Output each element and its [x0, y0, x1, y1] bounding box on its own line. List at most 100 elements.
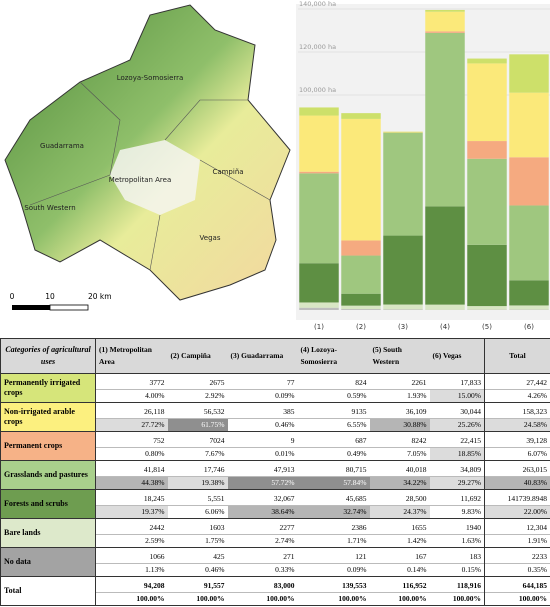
- cell-value: 1655: [411, 523, 427, 532]
- cell-percent: 24.37%: [369, 505, 430, 519]
- cell-value: 139,553: [342, 581, 367, 590]
- bar-segment: [509, 305, 549, 310]
- row-label: Non-irrigated arable crops: [0, 402, 96, 432]
- cell-value: 2233: [484, 547, 550, 564]
- bar-segment: [425, 11, 465, 32]
- header-row: Categories of agricultural uses (1) Metro…: [0, 338, 550, 374]
- cell-percent: 1.75%: [167, 534, 228, 548]
- cell-value: 39,128: [484, 431, 550, 448]
- cell-percent: 0.46%: [227, 418, 298, 432]
- map-label: South Western: [24, 204, 75, 212]
- cell-value: 8242: [411, 436, 427, 445]
- cell-value: 158,323: [484, 402, 550, 419]
- map-label: Campiña: [212, 168, 243, 176]
- cell-percent: 29.27%: [429, 476, 485, 490]
- percent-row: 0.80% 7.67% 0.01% 0.49% 7.05% 18.85% 6.07%: [1, 447, 550, 461]
- cell-value: 9: [290, 436, 295, 445]
- cell-value: 121: [355, 552, 367, 561]
- cell-value: 45,685: [345, 494, 367, 503]
- x-tick-label: (3): [398, 323, 408, 331]
- cell-value: 83,000: [273, 581, 295, 590]
- cell-percent: 19.38%: [167, 476, 228, 490]
- data-table: Categories of agricultural uses (1) Metro…: [0, 338, 550, 606]
- value-row: Bare lands 2442 1603 2277 2386 1655 1940 12,304: [0, 518, 550, 548]
- cell-value: 2277: [279, 523, 295, 532]
- bar-segment: [383, 309, 423, 310]
- cell-value: 141739.8948: [484, 489, 550, 506]
- cell-percent: 1.42%: [369, 534, 430, 548]
- x-tick-label: (4): [440, 323, 450, 331]
- cell-percent: 4.00%: [95, 389, 168, 403]
- bar-segment: [341, 113, 381, 119]
- cell-value: 26,118: [144, 407, 165, 416]
- urban-area: [110, 140, 200, 215]
- value-row: Permanently irrigated crops 3772 2675 77 824…: [0, 373, 550, 403]
- cell-value: 12,304: [484, 518, 550, 535]
- bar-segment: [341, 255, 381, 294]
- cell-percent: 100.00%: [297, 592, 370, 606]
- cell-percent: 57.84%: [297, 476, 370, 490]
- row-label: Permanent crops: [0, 431, 96, 461]
- cell-percent: 2.74%: [227, 534, 298, 548]
- cell-percent: 15.00%: [429, 389, 485, 403]
- bar-segment: [509, 157, 549, 206]
- cell-value: 30,044: [460, 407, 481, 416]
- x-tick-label: (2): [356, 323, 366, 331]
- cell-percent: 34.22%: [369, 476, 430, 490]
- cell-value: 94,208: [143, 581, 165, 590]
- cell-value: 5,551: [207, 494, 225, 503]
- cell-percent: 2.92%: [167, 389, 228, 403]
- cell-value: 22,415: [460, 436, 481, 445]
- cell-value: 17,746: [203, 465, 225, 474]
- cell-percent: 32.74%: [297, 505, 370, 519]
- column-header: (2) Campiña: [167, 338, 228, 374]
- cell-value: 425: [213, 552, 225, 561]
- scale-label: 20 km: [88, 292, 112, 301]
- column-header: (4) Lozoya-Somosierra: [297, 338, 370, 374]
- percent-row: 27.72% 61.75% 0.46% 6.55% 30.88% 25.26% 24.58%: [1, 418, 550, 432]
- bar-segment: [509, 205, 549, 281]
- cell-percent: 7.67%: [167, 447, 228, 461]
- percent-row: 19.37% 6.06% 38.64% 32.74% 24.37% 9.83% 22.00%: [1, 505, 550, 519]
- bar-segment: [383, 235, 423, 305]
- bar-segment: [299, 107, 339, 116]
- cell-percent: 6.06%: [167, 505, 228, 519]
- cell-value: 118,916: [457, 581, 481, 590]
- cell-value: 40,018: [405, 465, 427, 474]
- cell-percent: 57.72%: [227, 476, 298, 490]
- x-tick-label: (1): [314, 323, 324, 331]
- bar-segment: [425, 32, 465, 207]
- bar-segment: [383, 132, 423, 236]
- percent-row: 1.13% 0.46% 0.33% 0.09% 0.14% 0.15% 0.35%: [1, 563, 550, 577]
- cell-percent: 22.00%: [484, 505, 550, 519]
- cell-value: 80,715: [345, 465, 367, 474]
- row-label: Grasslands and pastures: [0, 460, 96, 490]
- bar-segment: [299, 171, 339, 174]
- cell-percent: 9.83%: [429, 505, 485, 519]
- scale-label: 10: [45, 292, 55, 301]
- cell-percent: 27.72%: [95, 418, 168, 432]
- cell-percent: 4.26%: [484, 389, 550, 403]
- bar-segment: [341, 305, 381, 310]
- bar-segment: [467, 141, 507, 159]
- bar-segment: [425, 9, 465, 12]
- cell-percent: 100.00%: [95, 592, 168, 606]
- bar-segment: [509, 92, 549, 158]
- value-row: Grasslands and pastures 41,814 17,746 47,91…: [0, 460, 550, 490]
- bar-segment: [299, 263, 339, 303]
- bar-segment: [341, 293, 381, 306]
- cell-value: 2386: [351, 523, 367, 532]
- x-tick-label: (5): [482, 323, 492, 331]
- y-tick-label: 140,000 ha: [299, 0, 336, 8]
- cell-value: 752: [153, 436, 165, 445]
- map-label: Vegas: [200, 234, 221, 242]
- cell-value: 687: [355, 436, 367, 445]
- map: [4, 4, 291, 301]
- cell-value: 7024: [209, 436, 225, 445]
- cell-value: 2675: [209, 378, 225, 387]
- cell-value: 644,185: [484, 576, 550, 593]
- cell-percent: 0.01%: [227, 447, 298, 461]
- cell-percent: 1.13%: [95, 563, 168, 577]
- scale-bar: [12, 305, 50, 310]
- cell-percent: 100.00%: [429, 592, 485, 606]
